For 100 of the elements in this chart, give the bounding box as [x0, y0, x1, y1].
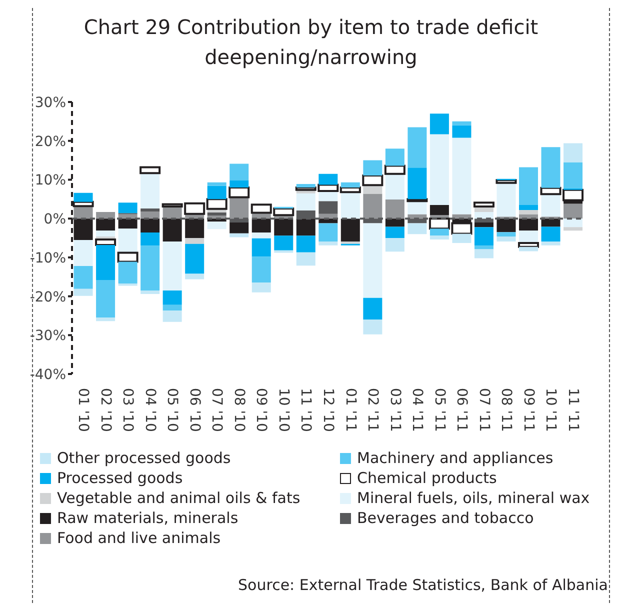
bar — [519, 246, 538, 252]
bar — [519, 167, 538, 205]
legend-label: Vegetable and animal oils & fats — [57, 488, 300, 508]
bar — [496, 218, 516, 232]
x-tick-label: 06 '10 — [186, 388, 202, 432]
bar — [541, 226, 560, 242]
legend-label: Raw materials, minerals — [57, 508, 238, 528]
bar — [162, 304, 182, 311]
bar — [564, 227, 583, 231]
bar — [296, 184, 316, 188]
bar — [230, 164, 249, 180]
bar — [363, 160, 382, 176]
bar — [474, 227, 494, 246]
bar — [185, 244, 204, 274]
bar — [473, 202, 494, 208]
x-tick-label: 09 '10 — [253, 388, 270, 432]
bar — [519, 210, 538, 214]
bar — [541, 218, 560, 227]
y-tick-label: 10% — [34, 172, 66, 189]
x-tick-label: 11 '10 — [298, 388, 314, 432]
bar — [96, 244, 116, 280]
bar — [140, 218, 160, 233]
x-tick-label: 07 '11 — [476, 388, 492, 432]
legend-label: Mineral fuels, oils, mineral wax — [357, 488, 590, 508]
bar — [541, 241, 560, 246]
bar — [140, 212, 160, 219]
bar — [496, 179, 517, 184]
bar — [207, 222, 226, 230]
bar — [496, 236, 516, 242]
bar — [318, 174, 338, 185]
x-tick-label: 01 '11 — [342, 388, 358, 432]
y-tick-label: -10% — [30, 250, 66, 266]
x-tick-label: 09 '11 — [520, 388, 536, 432]
x-tick-label: 12 '10 — [320, 388, 336, 432]
bar — [519, 230, 538, 244]
bar — [385, 226, 404, 238]
bar — [207, 186, 226, 200]
legend-label: Food and live animals — [57, 528, 221, 548]
bar — [230, 197, 249, 219]
bar — [474, 222, 494, 228]
bar — [496, 182, 516, 217]
bar — [564, 162, 583, 188]
y-tick-label: 30% — [34, 94, 66, 111]
bar — [140, 290, 160, 294]
bar — [474, 249, 494, 258]
bar — [96, 230, 116, 236]
bar — [162, 290, 182, 305]
bar — [185, 218, 204, 238]
bar — [118, 262, 138, 284]
bar — [340, 192, 360, 219]
bar — [274, 236, 294, 250]
x-tick-label: 05 '10 — [164, 388, 180, 432]
bar — [230, 222, 249, 234]
bar — [408, 127, 427, 168]
bar — [185, 274, 204, 280]
bar — [408, 168, 427, 200]
bar — [430, 228, 449, 236]
bar — [541, 147, 560, 188]
bar — [96, 218, 116, 231]
x-tick-label: 08 '11 — [498, 388, 514, 432]
bar — [252, 238, 271, 257]
bar — [118, 228, 138, 253]
bar — [74, 266, 93, 289]
bar — [363, 320, 382, 334]
x-tick-label: 10 '11 — [542, 388, 559, 432]
bar — [274, 218, 294, 236]
y-tick-label: 0% — [44, 212, 66, 228]
bar — [452, 138, 472, 214]
legend-label: Beverages and tobacco — [357, 508, 534, 528]
bar — [274, 250, 294, 253]
bar — [162, 241, 182, 290]
bar — [385, 218, 404, 227]
bar — [452, 234, 472, 244]
bar — [385, 238, 404, 252]
bar — [96, 280, 116, 318]
bar — [318, 201, 338, 214]
legend-label: Chemical products — [357, 468, 497, 488]
legend-label: Processed goods — [57, 468, 183, 488]
bar — [363, 194, 382, 219]
x-tick-label: 05 '11 — [431, 388, 448, 432]
x-tick-label: 07 '10 — [208, 388, 225, 432]
x-tick-label: 03 '10 — [120, 388, 136, 432]
x-tick-label: 02 '11 — [364, 388, 381, 432]
bar — [74, 192, 93, 202]
bar — [207, 182, 226, 186]
bar — [118, 202, 138, 214]
bar — [318, 223, 338, 242]
bar — [519, 218, 538, 231]
bar — [519, 204, 538, 210]
bar — [340, 241, 360, 244]
bar — [140, 208, 160, 212]
bar — [96, 212, 116, 219]
bar — [252, 256, 271, 283]
bar — [228, 186, 250, 198]
x-tick-label: 11 '11 — [564, 388, 581, 432]
x-tick-label: 10 '10 — [275, 388, 292, 432]
bar — [162, 218, 182, 242]
legend-label: Machinery and appliances — [357, 448, 554, 468]
bar — [518, 242, 539, 248]
bar — [185, 238, 204, 244]
